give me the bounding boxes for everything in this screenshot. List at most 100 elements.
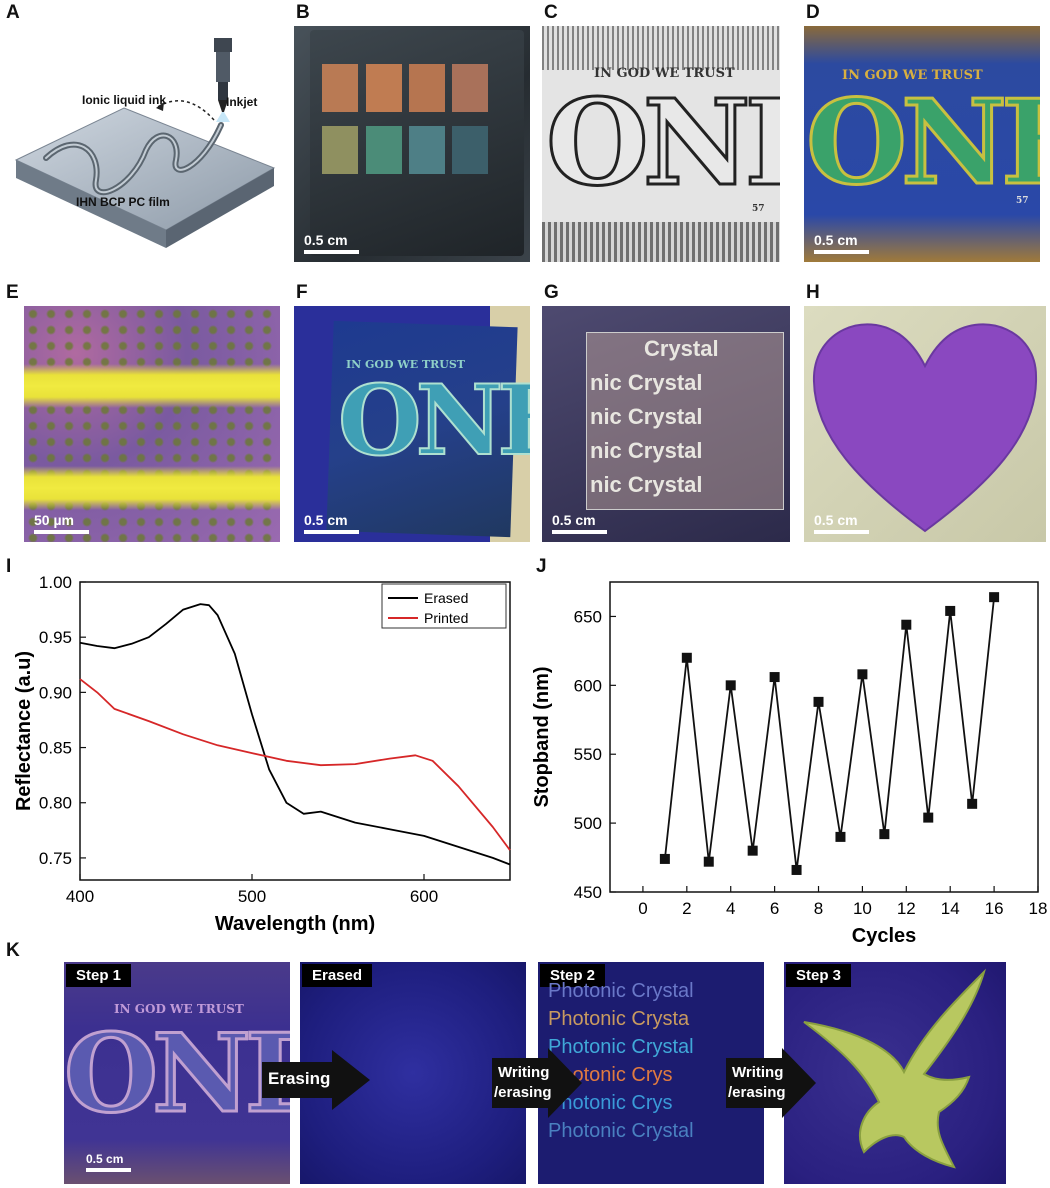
panel-label-f: F: [296, 282, 308, 303]
printed-square-5: [322, 126, 358, 174]
one-text: ONE: [64, 1011, 290, 1137]
crystal-line-3: nic Crystal: [590, 404, 703, 429]
step3-photo: Step 3: [784, 962, 1006, 1184]
panel-label-h: H: [806, 282, 820, 303]
y-tick-label: 0.85: [39, 739, 72, 758]
data-point: [725, 680, 736, 691]
data-point: [703, 856, 714, 867]
serial-number: 57: [1016, 196, 1029, 206]
panel-g-photo: Crystal nic Crystal nic Crystal nic Crys…: [542, 306, 790, 542]
data-point: [923, 812, 934, 823]
photonic-line-3: Photonic Crystal: [548, 1036, 694, 1058]
heart-pattern: [812, 323, 1038, 533]
scale-bar: 0.5 cm: [304, 512, 359, 534]
ink-label: Ionic liquid ink: [82, 93, 166, 107]
y-tick-label: 0.80: [39, 794, 72, 813]
panel-label-i: I: [6, 556, 12, 577]
scale-bar: 50 µm: [34, 512, 89, 534]
y-tick-label: 0.95: [39, 628, 72, 647]
film-top: [14, 107, 276, 231]
legend-label-erased: Erased: [424, 590, 468, 606]
x-tick-label: 500: [238, 887, 266, 906]
panel-h-photo: 0.5 cm: [804, 306, 1046, 542]
writing-erasing-arrow-2: Writing /erasing: [726, 1048, 818, 1118]
motto-text: IN GOD WE TRUST: [842, 68, 983, 83]
data-point: [659, 853, 670, 864]
step2-photo: Step 2 Photonic Crystal Photonic Crysta …: [538, 962, 764, 1184]
printed-square-7: [409, 126, 445, 174]
panel-label-d: D: [806, 2, 820, 23]
photonic-line-6: Photonic Crystal: [548, 1120, 694, 1142]
panel-d-photo: IN GOD WE TRUST ONE 57 0.5 cm: [804, 26, 1040, 262]
printed-square-8: [452, 126, 488, 174]
panel-label-a: A: [6, 2, 20, 23]
plot-frame: [79, 581, 511, 881]
crystal-line-4: nic Crystal: [590, 438, 703, 463]
panel-label-e: E: [6, 282, 19, 303]
photonic-line-5: Photonic Crys: [548, 1092, 673, 1114]
x-tick-label: 6: [770, 899, 779, 918]
scale-bar: 0.5 cm: [814, 232, 869, 254]
data-point: [813, 696, 824, 707]
stopband-chart: 0 2 4 6 8 10 12 14 16 18 450 500 550 600 650 Cycles Stop…: [531, 581, 1047, 947]
data-point: [747, 845, 758, 856]
printed-square-6: [366, 126, 402, 174]
y-axis-label: Stopband (nm): [531, 666, 553, 807]
printed-square-3: [409, 64, 445, 112]
panel-a-schematic: Ionic liquid ink Inkjet IHN BCP PC film: [6, 30, 280, 280]
y-tick-label: 600: [574, 676, 602, 695]
x-tick-label: 0: [638, 899, 647, 918]
data-point: [681, 652, 692, 663]
y-tick-label: 500: [574, 814, 602, 833]
data-point: [879, 829, 890, 840]
x-tick-label: 4: [726, 899, 735, 918]
legend-label-printed: Printed: [424, 610, 468, 626]
film-label: IHN BCP PC film: [76, 195, 170, 209]
panel-label-c: C: [544, 2, 558, 23]
scale-bar: 0.5 cm: [552, 512, 607, 534]
inkjet-schematic: Ionic liquid ink Inkjet IHN BCP PC film: [14, 38, 276, 248]
reflectance-chart: 400 500 600 0.75 0.80 0.85 0.90 0.95 1.00 Wavelen…: [13, 573, 511, 935]
serial-number: 57: [752, 204, 765, 214]
step1-label: Step 1: [66, 964, 132, 987]
scale-bar: 0.5 cm: [304, 232, 359, 254]
motto-text: IN GOD WE TRUST: [594, 66, 735, 81]
printed-line-1: [24, 364, 280, 408]
inkjet-nozzle-icon: [214, 38, 232, 122]
erasing-arrow: Erasing: [262, 1050, 372, 1110]
writing-erasing-arrow-1: Writing /erasing: [492, 1048, 584, 1118]
motto-text: IN GOD WE TRUST: [346, 358, 465, 371]
ink-arrow: [155, 100, 215, 121]
eagle-icon: [803, 968, 987, 1169]
x-tick-label: 12: [897, 899, 916, 918]
motto-text: IN GOD WE TRUST: [114, 1002, 244, 1016]
heart-shape: [812, 323, 1038, 533]
one-text: ONE: [337, 364, 530, 477]
legend-box: [381, 583, 507, 629]
x-tick-label: 14: [941, 899, 960, 918]
y-tick-label: 550: [574, 745, 602, 764]
x-tick-label: 8: [814, 899, 823, 918]
panel-e-micrograph: 50 µm: [24, 306, 280, 542]
step1-photo: IN GOD WE TRUST ONE Step 1 0.5 cm: [64, 962, 290, 1184]
printed-square-2: [366, 64, 402, 112]
x-tick-label: 2: [682, 899, 691, 918]
inkjet-label: Inkjet: [226, 95, 257, 109]
panel-f-photo: IN GOD WE TRUST ONE 0.5 cm: [294, 306, 530, 542]
data-point: [989, 592, 1000, 603]
data-point: [769, 672, 780, 683]
y-tick-label: 0.90: [39, 683, 72, 702]
data-point: [857, 669, 868, 680]
one-text: ONE: [545, 73, 780, 212]
panel-b-photo: 0.5 cm: [294, 26, 530, 262]
y-tick-label: 1.00: [39, 573, 72, 592]
crystal-line-1: Crystal: [644, 336, 719, 361]
crystal-line-5: nic Crystal: [590, 472, 703, 497]
panel-label-g: G: [544, 282, 559, 303]
step3-label: Step 3: [786, 964, 852, 987]
panel-label-k: K: [6, 940, 20, 961]
one-text: ONE: [805, 75, 1040, 211]
plot-frame: [609, 581, 1039, 893]
printed-square-1: [322, 64, 358, 112]
series-line-stopband: [664, 597, 995, 871]
